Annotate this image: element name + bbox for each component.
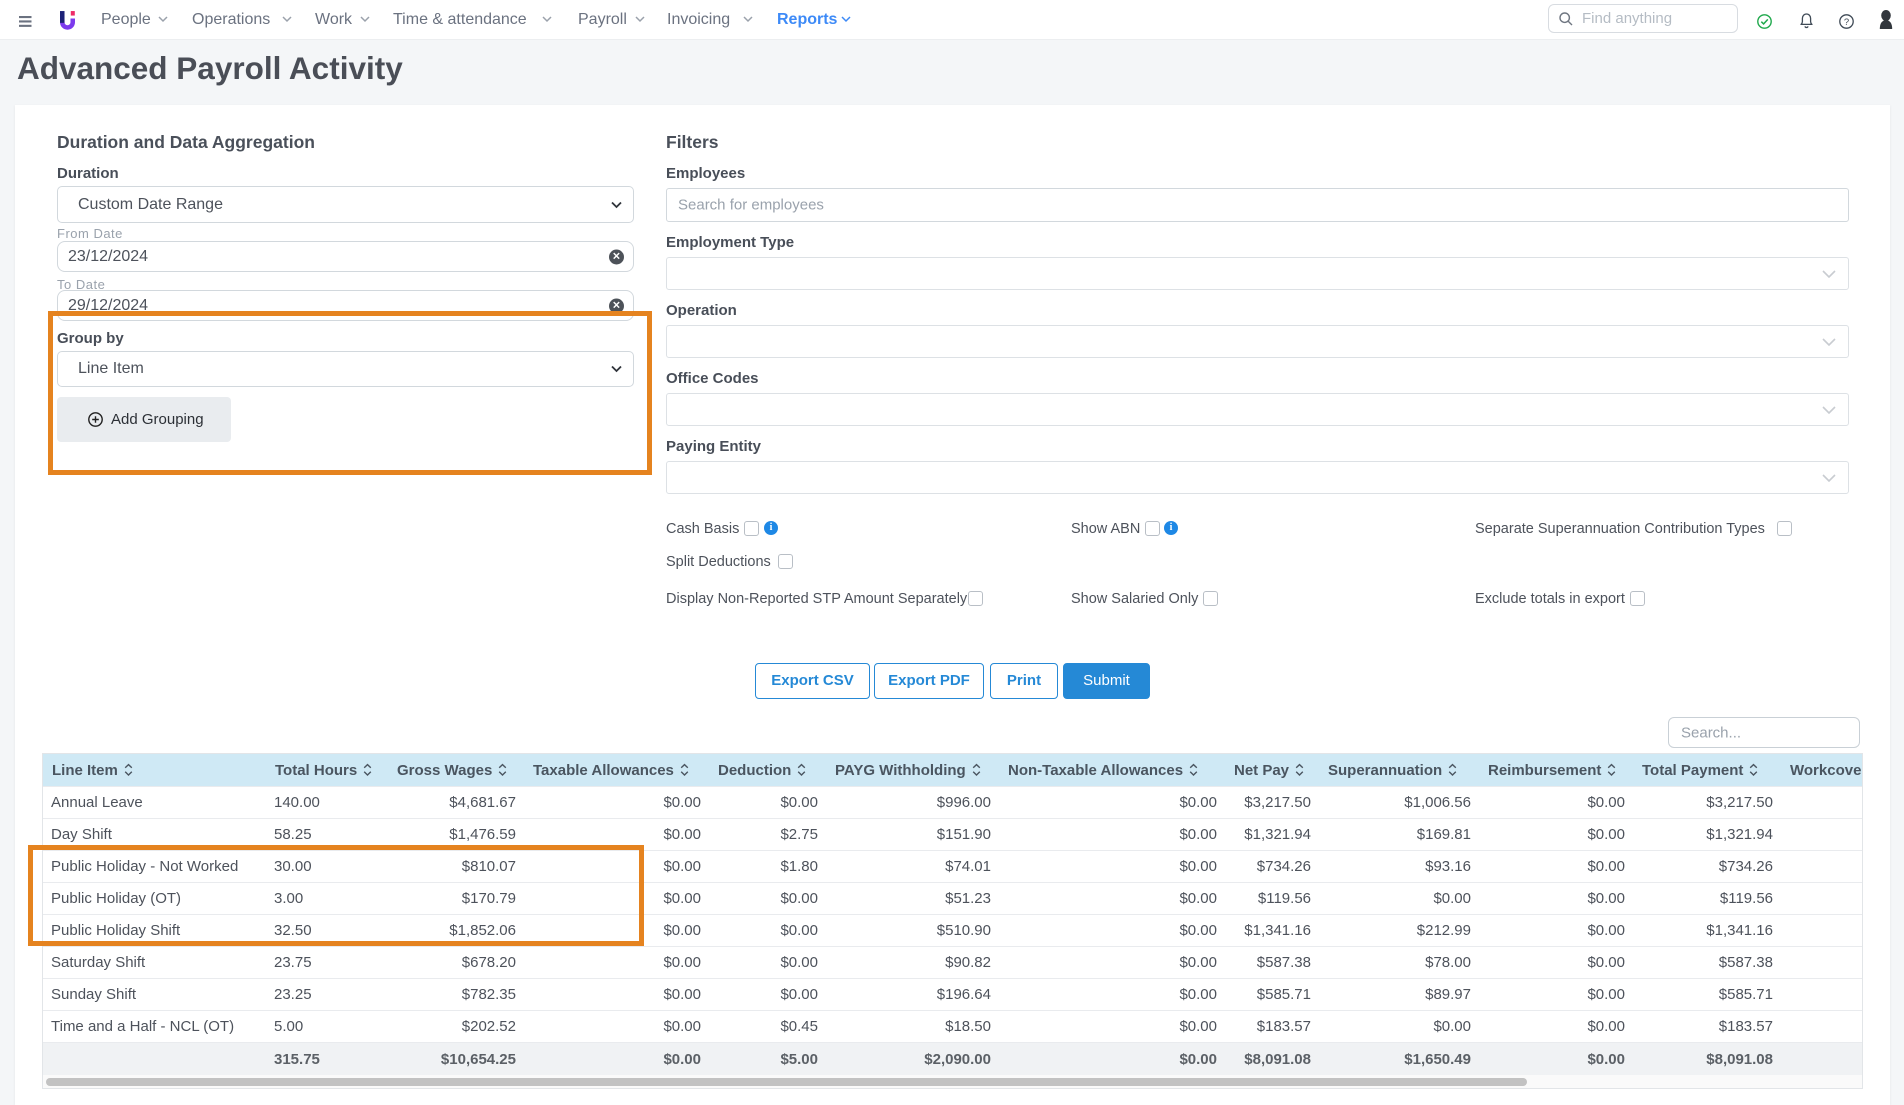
svg-text:?: ? bbox=[1844, 17, 1849, 28]
